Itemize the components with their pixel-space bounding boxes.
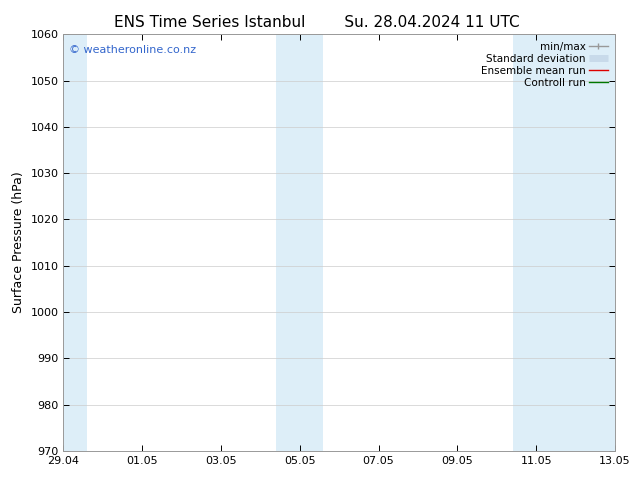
- Y-axis label: Surface Pressure (hPa): Surface Pressure (hPa): [12, 172, 25, 314]
- Bar: [63, 34, 87, 451]
- Legend: min/max, Standard deviation, Ensemble mean run, Controll run: min/max, Standard deviation, Ensemble me…: [479, 40, 610, 90]
- Bar: [276, 34, 323, 451]
- Text: ENS Time Series Istanbul        Su. 28.04.2024 11 UTC: ENS Time Series Istanbul Su. 28.04.2024 …: [114, 15, 520, 30]
- Text: © weatheronline.co.nz: © weatheronline.co.nz: [69, 45, 196, 55]
- Bar: [512, 34, 615, 451]
